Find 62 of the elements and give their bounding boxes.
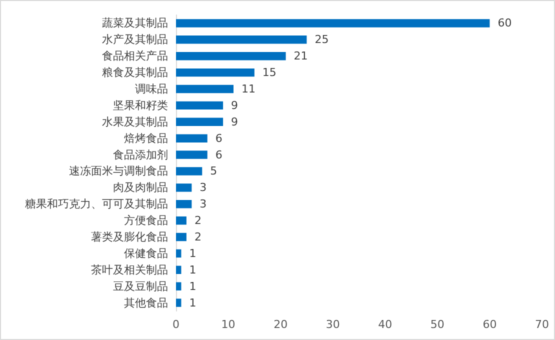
y-tick-label: 粮食及其制品 (102, 66, 168, 80)
bar (176, 36, 307, 44)
bar (176, 266, 182, 274)
x-tick-label: 70 (535, 318, 549, 331)
data-label: 2 (194, 214, 202, 228)
x-tick-label: 0 (172, 318, 180, 331)
y-tick-label: 肉及肉制品 (113, 181, 168, 194)
y-tick-label: 豆及豆制品 (113, 280, 168, 293)
data-label: 21 (294, 50, 308, 63)
data-label: 2 (194, 230, 202, 244)
y-tick-label: 其他食品 (124, 296, 168, 310)
x-tick-label: 10 (221, 318, 236, 331)
bar (176, 200, 192, 208)
data-label: 60 (498, 16, 512, 30)
data-label: 11 (242, 82, 256, 96)
bar (176, 118, 224, 126)
bar (176, 249, 182, 258)
data-label: 1 (189, 263, 196, 276)
data-label: 3 (200, 181, 207, 194)
data-label: 1 (189, 246, 196, 260)
x-tick-label: 40 (378, 318, 392, 331)
data-label: 6 (215, 132, 222, 145)
bar (176, 52, 286, 60)
bar (176, 84, 234, 94)
data-label: 6 (215, 148, 222, 162)
bar (176, 134, 208, 142)
bar (176, 216, 186, 225)
y-tick-label: 食品相关产品 (102, 50, 168, 63)
x-tick-label: 30 (326, 318, 340, 331)
bar (176, 150, 208, 159)
y-tick-label: 坚果和籽类 (113, 98, 168, 112)
data-label: 3 (200, 198, 207, 211)
y-tick-label: 速冻面米与调制食品 (69, 164, 168, 178)
bar (176, 101, 224, 110)
y-tick-label: 蔬菜及其制品 (102, 16, 168, 30)
data-label: 25 (314, 33, 329, 46)
x-tick-label: 50 (430, 318, 444, 331)
bar (176, 184, 192, 192)
bar (176, 282, 182, 290)
y-tick-label: 水产及其制品 (102, 33, 168, 46)
x-tick-label: 60 (482, 318, 497, 331)
data-label: 9 (231, 98, 238, 112)
data-label: 9 (231, 115, 238, 128)
data-label: 1 (189, 296, 196, 310)
bar (176, 68, 254, 77)
bar (176, 167, 202, 176)
y-tick-label: 糖果和巧克力、可可及其制品 (25, 198, 168, 211)
bar (176, 19, 490, 28)
bar (176, 298, 182, 307)
y-tick-label: 方便食品 (124, 214, 168, 228)
data-label: 1 (189, 280, 196, 293)
y-tick-label: 食品添加剂 (113, 148, 168, 162)
data-label: 15 (262, 66, 276, 80)
y-tick-label: 茶叶及相关制品 (91, 263, 168, 276)
y-tick-label: 保健食品 (124, 246, 168, 260)
y-tick-label: 调味品 (135, 82, 168, 96)
y-tick-label: 薯类及膨化食品 (91, 230, 168, 244)
x-tick-label: 20 (274, 318, 288, 331)
data-label: 5 (210, 164, 218, 178)
y-tick-label: 水果及其制品 (102, 115, 168, 128)
y-tick-label: 焙烤食品 (124, 132, 168, 145)
bar (176, 232, 186, 242)
